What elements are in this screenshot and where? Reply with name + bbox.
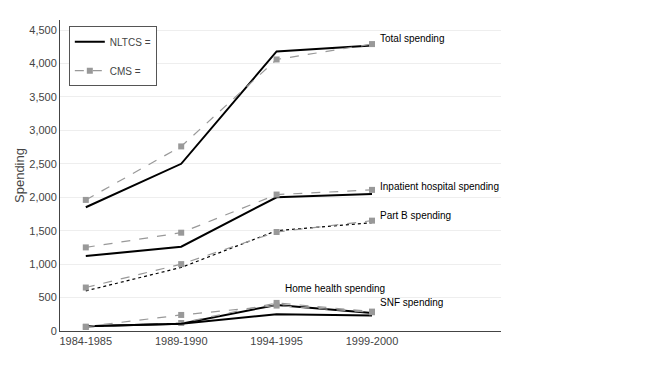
svg-text:1984-1985: 1984-1985 — [59, 335, 112, 347]
svg-text:SNF spending: SNF spending — [380, 297, 443, 308]
svg-text:2,500: 2,500 — [29, 158, 57, 170]
svg-text:NLTCS =: NLTCS = — [110, 37, 151, 48]
svg-text:1999-2000: 1999-2000 — [346, 335, 399, 347]
svg-text:1989-1990: 1989-1990 — [155, 335, 208, 347]
svg-text:CMS =: CMS = — [110, 66, 141, 77]
svg-text:Part B spending: Part B spending — [380, 210, 451, 221]
svg-text:Inpatient hospital spending: Inpatient hospital spending — [380, 181, 499, 192]
svg-text:4,500: 4,500 — [29, 24, 57, 36]
svg-text:500: 500 — [38, 291, 56, 303]
svg-text:1,500: 1,500 — [29, 225, 57, 237]
svg-text:Total spending: Total spending — [380, 33, 445, 44]
svg-text:0: 0 — [51, 325, 57, 337]
svg-text:2,000: 2,000 — [29, 191, 57, 203]
svg-text:1994-1995: 1994-1995 — [250, 335, 303, 347]
svg-text:Home health spending: Home health spending — [285, 283, 385, 294]
svg-text:4,000: 4,000 — [29, 57, 57, 69]
svg-text:Spending: Spending — [12, 148, 27, 203]
svg-text:1,000: 1,000 — [29, 258, 57, 270]
svg-text:3,000: 3,000 — [29, 124, 57, 136]
svg-text:3,500: 3,500 — [29, 91, 57, 103]
